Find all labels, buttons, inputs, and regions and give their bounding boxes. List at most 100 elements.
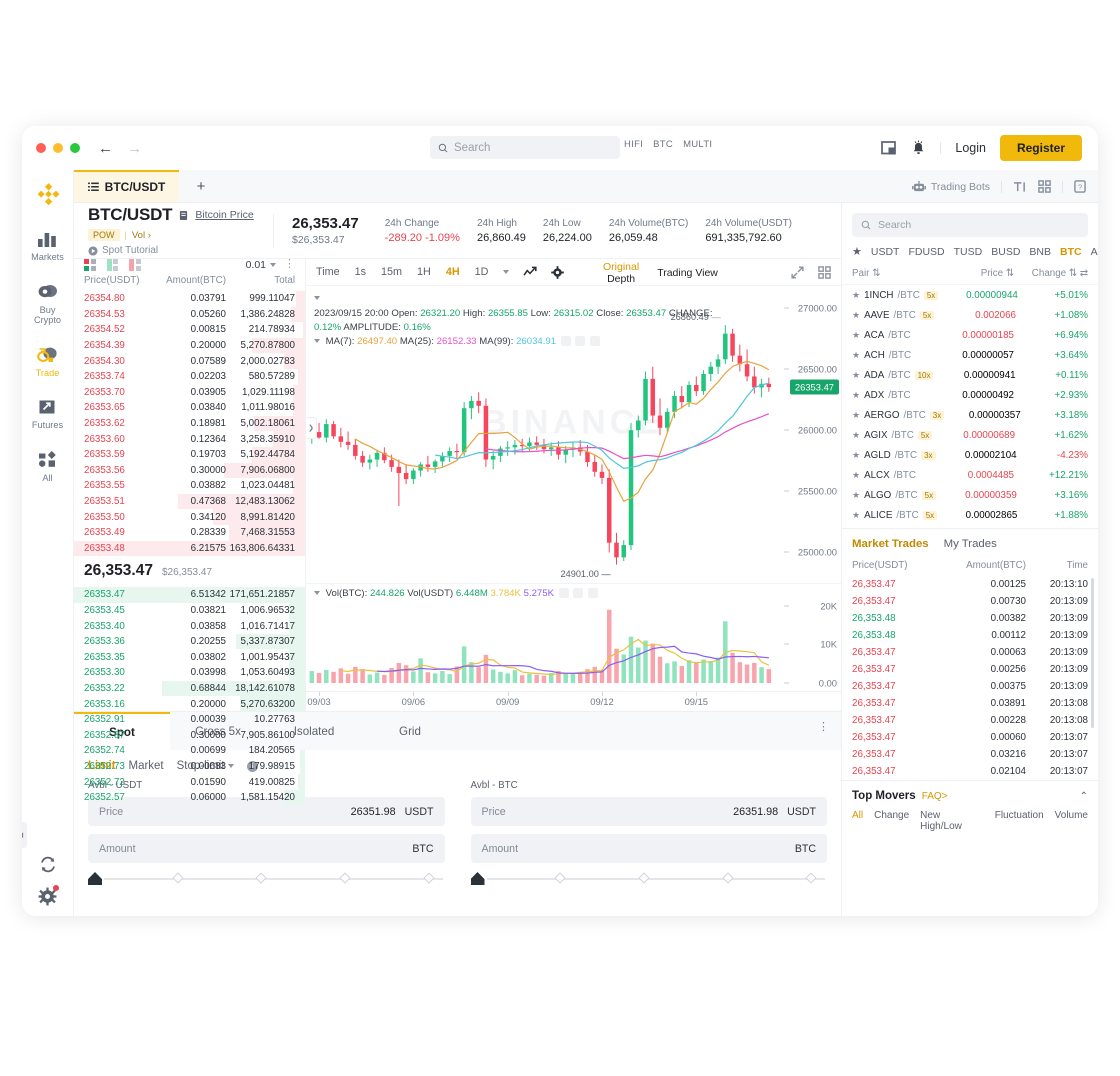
- tab-spot[interactable]: Spot: [74, 712, 170, 750]
- market-list-row[interactable]: ★ AAVE/BTC 5x 0.002066 +1.08%: [842, 305, 1098, 325]
- tab-market-trades[interactable]: Market Trades: [852, 538, 929, 550]
- settings-gear-icon[interactable]: [38, 887, 57, 906]
- order-book-row[interactable]: 26354.30 0.07589 2,000.02783: [74, 353, 305, 369]
- order-book-row[interactable]: 26353.74 0.02203 580.57289: [74, 368, 305, 385]
- bitcoin-price-link[interactable]: Bitcoin Price: [195, 209, 254, 221]
- spot-tutorial-link[interactable]: Spot Tutorial: [88, 245, 273, 256]
- tm-tab-volume[interactable]: Volume: [1054, 810, 1088, 821]
- suggestion-chip[interactable]: MULTI: [683, 139, 713, 150]
- interval-4h[interactable]: 4H: [445, 266, 460, 278]
- refresh-icon[interactable]: [39, 856, 57, 873]
- quote-tab-fdusd[interactable]: FDUSD: [908, 245, 945, 258]
- order-book-row[interactable]: 26353.45 0.03821 1,006.96532: [74, 602, 305, 619]
- order-book-menu-icon[interactable]: ⋮: [284, 258, 295, 271]
- favorites-star-icon[interactable]: ★: [852, 246, 862, 258]
- tab-grid[interactable]: Grid: [399, 724, 421, 738]
- chart-settings-gear-icon[interactable]: [551, 265, 565, 279]
- search-suggestions[interactable]: HIFI BTC MULTI: [624, 139, 712, 150]
- market-search-input[interactable]: Search: [852, 213, 1088, 237]
- slider-handle[interactable]: [88, 872, 102, 885]
- quote-tab-busd[interactable]: BUSD: [991, 245, 1021, 258]
- market-list-row[interactable]: ★ AERGO/BTC 3x 0.00000357 +3.18%: [842, 405, 1098, 425]
- minimize-window-dot[interactable]: [53, 143, 63, 153]
- tab-btc-usdt[interactable]: BTC/USDT: [74, 170, 179, 202]
- binance-logo-icon[interactable]: [35, 182, 61, 208]
- chart-mode-depth[interactable]: Depth: [607, 272, 636, 285]
- interval-more-icon[interactable]: [503, 263, 510, 281]
- interval-15m[interactable]: 15m: [381, 266, 403, 278]
- browser-search-input[interactable]: Search: [430, 136, 620, 159]
- register-button[interactable]: Register: [999, 135, 1082, 161]
- info-doc-icon[interactable]: [179, 210, 188, 221]
- top-movers-faq-link[interactable]: FAQ>: [921, 790, 948, 802]
- market-list-row[interactable]: ★ ALICE/BTC 5x 0.00002865 +1.88%: [842, 505, 1098, 525]
- market-list-row[interactable]: ★ AGLD/BTC 3x 0.00002104 -4.23%: [842, 445, 1098, 465]
- tab-isolated[interactable]: Isolated: [293, 724, 335, 738]
- order-book-row[interactable]: 26352.74 0.00699 184.20565: [74, 743, 305, 759]
- tab-my-trades[interactable]: My Trades: [943, 538, 997, 550]
- trades-scrollbar[interactable]: [1091, 578, 1094, 728]
- market-list-row[interactable]: ★ ACH/BTC 0.00000057 +3.64%: [842, 345, 1098, 365]
- col-price[interactable]: Price ⇅: [980, 268, 1014, 279]
- order-type-stop-limit[interactable]: Stop-limit: [177, 760, 234, 772]
- asks-only-view-icon[interactable]: [129, 259, 141, 271]
- help-icon[interactable]: ?: [1074, 180, 1086, 193]
- order-book-row[interactable]: 26353.16 0.20000 5,270.63200: [74, 696, 305, 712]
- nav-arrows[interactable]: ← →: [98, 140, 142, 157]
- order-book-row[interactable]: 26353.59 0.19703 5,192.44784: [74, 446, 305, 463]
- market-list-row[interactable]: ★ ADA/BTC 10x 0.00000941 +0.11%: [842, 365, 1098, 385]
- order-type-limit[interactable]: Limit: [88, 760, 116, 772]
- order-book-row[interactable]: 26352.91 0.00039 10.27763: [74, 711, 305, 728]
- col-change[interactable]: Change ⇅ ⇄: [1031, 268, 1088, 279]
- tm-tab-all[interactable]: All: [852, 810, 864, 821]
- sell-price-input[interactable]: Price 26351.98 USDT: [470, 797, 827, 826]
- favorite-star-icon[interactable]: ★: [852, 289, 861, 300]
- order-book-row[interactable]: 26354.39 0.20000 5,270.87800: [74, 337, 305, 354]
- tab-cross-5x[interactable]: Cross 5x: [195, 724, 241, 738]
- order-book-row[interactable]: 26352.87 0.30000 7,905.86100: [74, 727, 305, 744]
- vol-close-icon[interactable]: [588, 588, 599, 599]
- back-arrow-icon[interactable]: ←: [98, 139, 113, 157]
- sidebar-item-all[interactable]: All: [38, 450, 58, 484]
- market-list-row[interactable]: ★ ADX/BTC 0.00000492 +2.93%: [842, 385, 1098, 405]
- ma-close-icon[interactable]: [590, 336, 601, 347]
- chart-mode-trading-view[interactable]: Trading View: [657, 266, 718, 279]
- order-book-row[interactable]: 26353.35 0.03802 1,001.95437: [74, 649, 305, 666]
- market-list-row[interactable]: ★ ALCX/BTC 0.0004485 +12.21%: [842, 465, 1098, 485]
- order-type-info-icon[interactable]: i: [246, 760, 258, 772]
- favorite-star-icon[interactable]: ★: [852, 349, 861, 360]
- order-book-row[interactable]: 26352.73 0.00683 179.98915: [74, 758, 305, 775]
- tm-tab-fluctuation[interactable]: Fluctuation: [994, 810, 1044, 821]
- order-book-row[interactable]: 26353.70 0.03905 1,029.11198: [74, 384, 305, 401]
- chart-mode-original[interactable]: Original: [603, 260, 640, 273]
- quote-tab-btc[interactable]: BTC: [1060, 245, 1082, 258]
- window-controls[interactable]: [36, 143, 80, 153]
- interval-1s[interactable]: 1s: [354, 266, 366, 278]
- favorite-star-icon[interactable]: ★: [852, 409, 861, 420]
- sidebar-item-trade[interactable]: Trade: [36, 346, 59, 379]
- order-book-row[interactable]: 26353.62 0.18981 5,002.18061: [74, 415, 305, 432]
- order-book-row[interactable]: 26352.72 0.01590 419.00825: [74, 774, 305, 790]
- interval-1d[interactable]: 1D: [474, 266, 489, 278]
- buy-amount-slider[interactable]: [88, 871, 445, 885]
- slider-handle[interactable]: [470, 872, 485, 885]
- forward-arrow-icon[interactable]: →: [127, 139, 142, 157]
- text-format-icon[interactable]: [1013, 181, 1027, 193]
- order-book-row[interactable]: 26353.56 0.30000 7,906.06800: [74, 462, 305, 479]
- quote-tab-bnb[interactable]: BNB: [1029, 245, 1052, 258]
- favorite-star-icon[interactable]: ★: [852, 389, 861, 400]
- order-book-row[interactable]: 26353.47 6.51342 171,651.21857: [74, 587, 305, 603]
- sidebar-item-markets[interactable]: Markets: [31, 230, 64, 263]
- quote-tab-tusd[interactable]: TUSD: [953, 245, 983, 258]
- add-tab-button[interactable]: +: [196, 177, 206, 195]
- chart-type-icon[interactable]: [523, 266, 538, 278]
- favorite-star-icon[interactable]: ★: [852, 329, 861, 340]
- quote-tab-usdt[interactable]: USDT: [870, 245, 900, 258]
- quote-tab-alt[interactable]: AL: [1090, 245, 1098, 258]
- order-book-row[interactable]: 26353.22 0.68844 18,142.61078: [74, 680, 305, 697]
- order-book-row[interactable]: 26353.60 0.12364 3,258.35910: [74, 431, 305, 447]
- vol-link[interactable]: Vol ›: [131, 229, 151, 241]
- maximize-window-dot[interactable]: [70, 143, 80, 153]
- order-book-row[interactable]: 26354.52 0.00815 214.78934: [74, 322, 305, 338]
- order-book-row[interactable]: 26353.51 0.47368 12,483.13062: [74, 493, 305, 510]
